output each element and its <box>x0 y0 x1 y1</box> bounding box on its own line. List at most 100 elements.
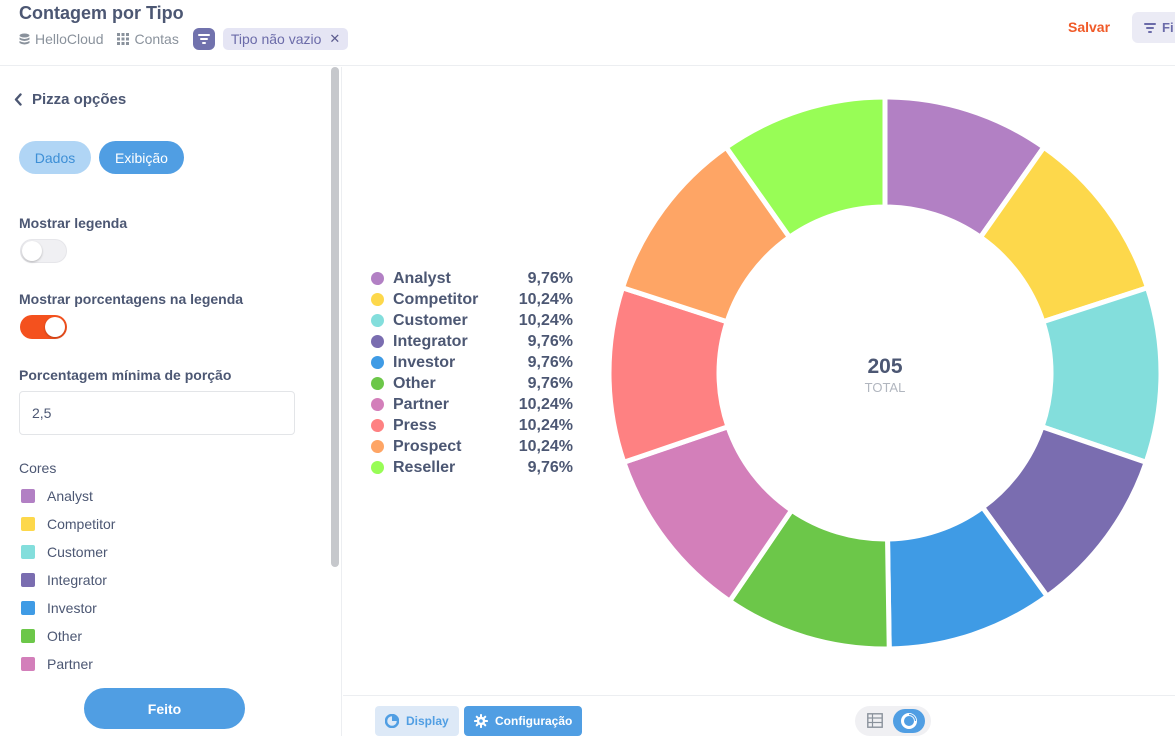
gear-icon <box>474 714 488 728</box>
legend-dot <box>371 356 384 369</box>
sidebar-scrollbar[interactable] <box>331 67 339 567</box>
color-item[interactable]: Integrator <box>21 572 107 588</box>
color-swatch[interactable] <box>21 517 35 531</box>
filter-pill[interactable]: Tipo não vazio ✕ <box>222 28 349 50</box>
color-item[interactable]: Customer <box>21 544 108 560</box>
chart-view-button[interactable] <box>893 709 925 733</box>
display-button-label: Display <box>406 714 449 728</box>
donut-chart: 205 TOTAL <box>607 95 1163 651</box>
legend-label: Customer <box>393 311 468 329</box>
color-swatch[interactable] <box>21 601 35 615</box>
chart-icon <box>901 713 917 729</box>
show-legend-label: Mostrar legenda <box>19 215 128 231</box>
legend-dot <box>371 440 384 453</box>
legend-percent: 10,24% <box>518 311 573 329</box>
database-icon <box>19 33 30 45</box>
legend-percent: 9,76% <box>527 332 573 350</box>
display-button[interactable]: Display <box>375 706 459 736</box>
legend-percent: 9,76% <box>527 458 573 476</box>
show-percent-toggle[interactable] <box>20 315 67 339</box>
grid-icon <box>117 33 130 45</box>
visualization-area: Analyst 9,76% Competitor 10,24% Customer 10,2… <box>343 67 1175 695</box>
toggle-knob <box>45 317 65 337</box>
legend-item[interactable]: Reseller 9,76% <box>371 457 573 478</box>
filter-toggle-button[interactable] <box>192 28 215 50</box>
filter-button-label: Fi <box>1162 20 1174 35</box>
min-slice-input[interactable] <box>19 391 295 435</box>
legend-dot <box>371 398 384 411</box>
table-icon[interactable] <box>867 713 883 728</box>
color-swatch[interactable] <box>21 573 35 587</box>
legend-item[interactable]: Press 10,24% <box>371 415 573 436</box>
breadcrumb-table[interactable]: Contas <box>117 31 179 47</box>
legend-dot <box>371 377 384 390</box>
color-item[interactable]: Competitor <box>21 516 115 532</box>
legend-dot <box>371 272 384 285</box>
min-slice-label: Porcentagem mínima de porção <box>19 367 232 383</box>
color-item[interactable]: Analyst <box>21 488 93 504</box>
pie-icon <box>385 714 399 728</box>
legend-dot <box>371 419 384 432</box>
color-item[interactable]: Other <box>21 628 82 644</box>
filter-icon <box>197 34 210 44</box>
legend-label: Prospect <box>393 437 462 455</box>
breadcrumb-database[interactable]: HelloCloud <box>19 31 103 47</box>
color-item[interactable]: Investor <box>21 600 97 616</box>
legend-percent: 9,76% <box>527 269 573 287</box>
save-button[interactable]: Salvar <box>1068 19 1111 35</box>
back-button[interactable]: Pizza opções <box>14 91 126 108</box>
color-item-label: Investor <box>47 600 97 616</box>
legend-item[interactable]: Customer 10,24% <box>371 310 573 331</box>
legend-dot <box>371 461 384 474</box>
tab-dados[interactable]: Dados <box>19 141 91 174</box>
breadcrumb-table-label: Contas <box>134 31 179 47</box>
legend-item[interactable]: Investor 9,76% <box>371 352 573 373</box>
legend-dot <box>371 335 384 348</box>
legend-percent: 9,76% <box>527 374 573 392</box>
legend-item[interactable]: Integrator 9,76% <box>371 331 573 352</box>
pie-slice[interactable] <box>723 95 888 240</box>
filter-pill-label: Tipo não vazio <box>230 31 322 47</box>
close-icon[interactable]: ✕ <box>329 31 341 46</box>
color-item-label: Analyst <box>47 488 93 504</box>
color-item-label: Other <box>47 628 83 644</box>
show-legend-toggle[interactable] <box>20 239 67 263</box>
chevron-left-icon <box>14 93 22 106</box>
done-button[interactable]: Feito <box>84 688 245 729</box>
legend-dot <box>371 293 384 306</box>
legend-item[interactable]: Competitor 10,24% <box>371 289 573 310</box>
legend-label: Competitor <box>393 290 479 308</box>
query-header: Contagem por Tipo HelloCloud Contas Tipo… <box>0 0 1175 66</box>
legend-item[interactable]: Prospect 10,24% <box>371 436 573 457</box>
legend-label: Integrator <box>393 332 468 350</box>
filter-button[interactable]: Fi <box>1132 12 1175 43</box>
color-swatch[interactable] <box>21 629 35 643</box>
show-percent-label: Mostrar porcentagens na legenda <box>19 291 244 307</box>
tab-exibicao[interactable]: Exibição <box>99 141 184 174</box>
colors-title: Cores <box>19 460 57 476</box>
filter-icon <box>1144 22 1156 33</box>
color-item[interactable]: Partner <box>21 656 93 672</box>
query-footer: Display Configuração <box>343 695 1175 736</box>
settings-button[interactable]: Configuração <box>464 706 583 736</box>
color-swatch[interactable] <box>21 545 35 559</box>
chart-legend: Analyst 9,76% Competitor 10,24% Customer 10,2… <box>371 268 573 478</box>
settings-sidebar: Pizza opções Dados Exibição Mostrar lege… <box>0 67 342 736</box>
legend-label: Analyst <box>393 269 451 287</box>
legend-item[interactable]: Analyst 9,76% <box>371 268 573 289</box>
color-swatch[interactable] <box>21 489 35 503</box>
legend-label: Press <box>393 416 437 434</box>
page-title: Contagem por Tipo <box>19 3 184 23</box>
legend-label: Other <box>393 374 436 392</box>
color-item-label: Customer <box>47 544 108 560</box>
color-item-label: Partner <box>47 656 93 672</box>
color-item-label: Competitor <box>47 516 116 532</box>
legend-item[interactable]: Partner 10,24% <box>371 394 573 415</box>
view-toggle[interactable] <box>855 706 931 736</box>
legend-dot <box>371 314 384 327</box>
breadcrumb-database-label: HelloCloud <box>35 31 104 47</box>
color-swatch[interactable] <box>21 657 35 671</box>
legend-label: Investor <box>393 353 456 371</box>
legend-item[interactable]: Other 9,76% <box>371 373 573 394</box>
legend-percent: 9,76% <box>527 353 573 371</box>
